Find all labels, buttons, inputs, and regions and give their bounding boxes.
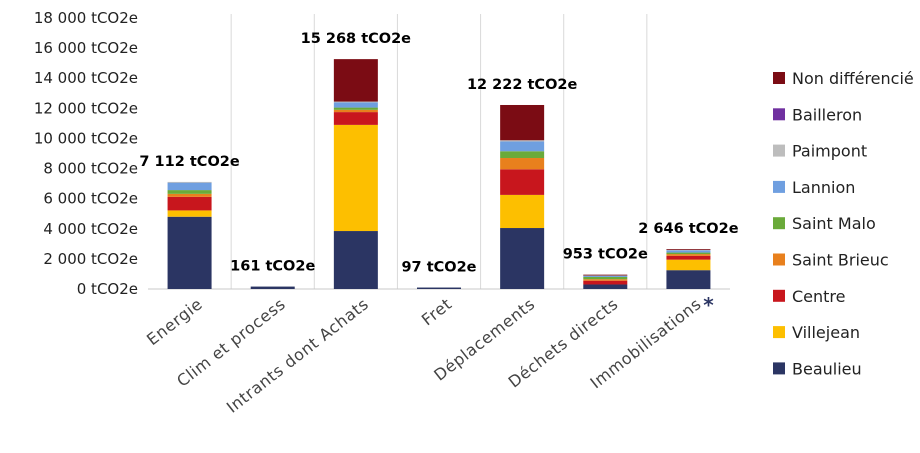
bar-segment [500,158,545,170]
legend-label: Villejean [792,323,860,342]
bar-segment [333,231,378,289]
bar-segment [167,193,212,197]
legend-swatch [773,326,785,339]
y-tick-label: 2 000 tCO2e [43,250,138,268]
bar-segment [666,259,711,271]
legend-label: Non différencié [792,69,914,88]
bar-total-label: 161 tCO2e [230,259,315,275]
y-tick-label: 18 000 tCO2e [34,9,138,27]
bar-total-label: 97 tCO2e [401,260,476,276]
bar-segment [333,59,378,102]
y-tick-label: 10 000 tCO2e [34,129,138,147]
bar-segment [500,104,545,141]
bar-segment [583,284,628,289]
bar-segment [666,249,711,250]
legend-label: Saint Brieuc [792,251,889,270]
bar-segment [167,196,212,211]
bar-segment [500,151,545,159]
y-tick-label: 0 tCO2e [77,280,138,298]
bar-total-label: 12 222 tCO2e [467,77,578,93]
bar-segment [583,280,628,285]
bar-segment [167,216,212,289]
legend-label: Paimpont [792,142,867,161]
bar-segment [333,102,378,108]
bar-segment [583,274,628,276]
legend-swatch [773,253,785,266]
bar-segment [333,112,378,125]
bar-segment [500,140,545,142]
legend-swatch [773,217,785,230]
bar-segment [333,101,378,103]
legend: Non différencié Bailleron Paimpont Lannion S… [773,69,914,378]
bar-segment [333,107,378,110]
y-tick-label: 14 000 tCO2e [34,69,138,87]
bar-segment [666,254,711,256]
x-category-label: Intrants dont Achats [223,294,372,417]
bar-segment [250,286,295,289]
bar-segment [666,252,711,255]
x-category-label: Fret [418,294,456,329]
legend-label: Bailleron [792,105,862,124]
bars [167,59,711,289]
legend-label: Lannion [792,178,855,197]
bar-segment [417,287,461,289]
bar-total-label: 7 112 tCO2e [139,154,239,170]
bar-segment [666,250,711,253]
legend-swatch [773,362,785,375]
y-tick-label: 8 000 tCO2e [43,160,138,178]
bar-segment [583,275,628,276]
bar-segment [583,279,628,281]
bar-segment [666,270,711,289]
legend-label: Centre [792,287,846,306]
legend-swatch [773,72,785,84]
y-tick-label: 6 000 tCO2e [43,190,138,208]
bar-segment [500,228,545,289]
y-axis-ticks: 0 tCO2e 2 000 tCO2e 4 000 tCO2e 6 000 tCO2e… [34,9,138,298]
bar-segment [583,276,628,280]
legend-swatch [773,289,785,302]
bar-segment [333,124,378,232]
bar-segment [666,255,711,260]
legend-swatch [773,180,785,193]
bar-segment [167,190,212,194]
legend-label: Saint Malo [792,214,876,233]
bar-segment [583,275,628,277]
x-category-label: Energie [143,294,206,349]
immobilisations-annotation-marker: * [703,293,714,317]
bar-segment [500,194,545,229]
bar-total-label: 2 646 tCO2e [638,221,738,237]
bar-total-label: 15 268 tCO2e [301,31,412,47]
bar-segment [333,109,378,113]
bar-segment [167,181,212,183]
bar-segment [167,210,212,217]
bar-total-label: 953 tCO2e [563,247,648,263]
bar-segment [500,169,545,195]
y-tick-label: 4 000 tCO2e [43,220,138,238]
bar-segment [167,182,212,191]
y-tick-label: 12 000 tCO2e [34,99,138,117]
total-labels: 7 112 tCO2e 161 tCO2e 15 268 tCO2e 97 tCO2e… [139,31,738,275]
y-tick-label: 16 000 tCO2e [34,39,138,57]
legend-swatch [773,144,785,157]
legend-label: Beaulieu [792,359,862,378]
legend-swatch [773,108,785,121]
category-separators [230,14,648,289]
bar-segment [500,141,545,152]
